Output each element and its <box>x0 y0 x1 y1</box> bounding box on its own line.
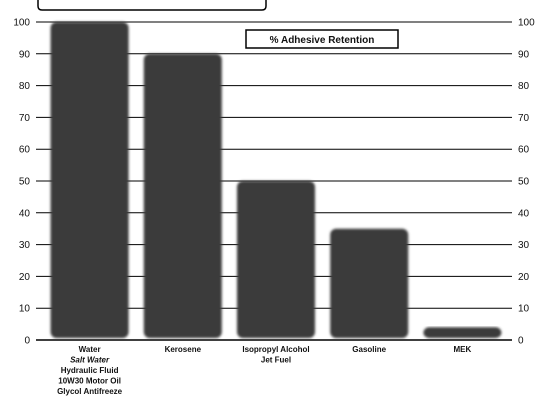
y-tick-label-right: 0 <box>518 336 524 347</box>
y-tick-label-left: 90 <box>19 49 31 60</box>
bar <box>330 228 409 338</box>
x-category-line: MEK <box>454 345 472 354</box>
y-tick-label-left: 40 <box>19 208 31 219</box>
header-frame <box>37 0 267 11</box>
x-category-line: Isopropyl Alcohol <box>242 345 309 354</box>
y-tick-label-left: 70 <box>19 113 31 124</box>
bar <box>237 181 315 338</box>
bar <box>143 53 222 339</box>
legend-box <box>245 29 399 49</box>
y-tick-label-right: 10 <box>518 304 530 315</box>
y-tick-label-right: 30 <box>518 240 530 251</box>
x-category-label: Water Salt Water Hydraulic Fluid 10W30 Moto… <box>57 345 123 396</box>
y-tick-label-right: 40 <box>518 208 530 219</box>
x-category-label: Isopropyl Alcohol Jet Fuel <box>242 345 309 365</box>
legend-label: % Adhesive Retention <box>270 35 375 46</box>
y-tick-label-right: 100 <box>518 18 535 29</box>
y-tick-label-left: 0 <box>24 336 30 347</box>
legend: % Adhesive Retention <box>245 29 399 49</box>
x-category-line: Kerosene <box>165 345 202 354</box>
y-tick-label-left: 60 <box>19 145 31 156</box>
y-tick-label-right: 90 <box>518 49 530 60</box>
y-tick-label-right: 70 <box>518 113 530 124</box>
y-tick-label-left: 50 <box>19 177 31 188</box>
y-tick-label-right: 20 <box>518 272 530 283</box>
x-category-line: Gasoline <box>352 345 386 354</box>
bar <box>423 327 502 338</box>
x-category-line: Glycol Antifreeze <box>57 387 123 396</box>
x-category-line: Hydraulic Fluid <box>61 366 119 375</box>
y-tick-label-left: 20 <box>19 272 31 283</box>
x-category-label: Kerosene <box>165 345 202 354</box>
y-tick-label-left: 80 <box>19 81 31 92</box>
y-tick-label-left: 100 <box>13 18 30 29</box>
y-tick-label-right: 50 <box>518 177 530 188</box>
bar <box>50 22 129 338</box>
y-tick-label-right: 60 <box>518 145 530 156</box>
y-tick-label-left: 30 <box>19 240 31 251</box>
x-category-label: MEK <box>454 345 472 354</box>
y-tick-label-right: 80 <box>518 81 530 92</box>
x-category-line: 10W30 Motor Oil <box>58 377 121 386</box>
y-tick-label-left: 10 <box>19 304 31 315</box>
x-category-line: Jet Fuel <box>261 356 291 365</box>
x-category-label: Gasoline <box>352 345 386 354</box>
x-category-line: Water <box>79 345 101 354</box>
x-category-line: Salt Water <box>70 356 110 365</box>
